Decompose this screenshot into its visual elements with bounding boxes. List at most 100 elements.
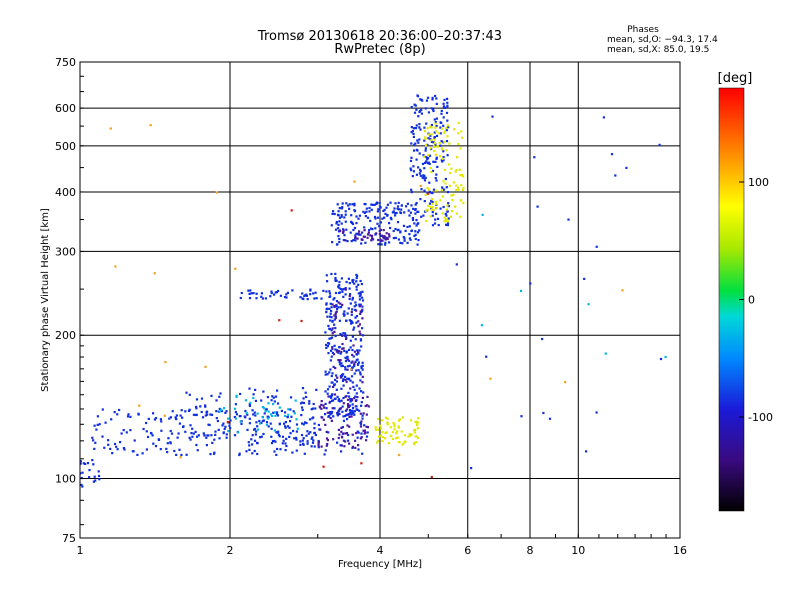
- data-point: [301, 422, 304, 425]
- data-point: [94, 441, 97, 444]
- data-point: [435, 97, 438, 100]
- data-point: [341, 347, 344, 350]
- data-point: [413, 143, 416, 146]
- data-point: [383, 208, 386, 211]
- data-point: [352, 328, 355, 331]
- data-point: [347, 413, 350, 416]
- data-point: [413, 234, 416, 237]
- data-point: [341, 303, 344, 306]
- data-point: [317, 444, 320, 447]
- data-point: [312, 292, 315, 295]
- data-point: [424, 147, 427, 150]
- data-point: [443, 216, 446, 219]
- data-point: [109, 127, 112, 130]
- data-point: [109, 447, 112, 450]
- data-point: [248, 292, 251, 295]
- data-point: [160, 420, 163, 423]
- data-point: [602, 116, 605, 119]
- data-point: [325, 437, 329, 440]
- data-point: [411, 217, 414, 220]
- data-point: [420, 188, 423, 191]
- data-point: [265, 423, 268, 426]
- data-point: [445, 214, 448, 217]
- data-point: [159, 448, 162, 451]
- data-point: [263, 407, 266, 410]
- data-point: [301, 297, 304, 300]
- data-point: [349, 387, 352, 390]
- data-point: [346, 413, 349, 416]
- data-point: [430, 199, 433, 203]
- data-point: [215, 417, 218, 420]
- data-point: [361, 417, 364, 420]
- data-point: [435, 117, 438, 120]
- data-point: [439, 126, 442, 129]
- data-point: [286, 416, 289, 419]
- data-point: [351, 381, 354, 384]
- data-point: [179, 414, 182, 417]
- data-point: [412, 165, 415, 168]
- data-point: [325, 346, 328, 349]
- data-point: [289, 396, 293, 399]
- data-point: [344, 395, 347, 398]
- data-point: [340, 207, 344, 210]
- data-point: [299, 402, 303, 405]
- data-point: [374, 428, 377, 431]
- data-point: [324, 449, 327, 452]
- data-point: [337, 235, 340, 238]
- data-point: [436, 145, 439, 148]
- data-point: [346, 398, 350, 401]
- data-point: [289, 420, 292, 423]
- data-point: [341, 202, 344, 205]
- data-point: [346, 424, 349, 427]
- data-point: [313, 297, 316, 300]
- data-point: [441, 157, 444, 160]
- data-point: [421, 176, 424, 179]
- data-point: [432, 188, 436, 191]
- data-point: [343, 349, 346, 352]
- data-point: [187, 409, 191, 412]
- data-point: [225, 433, 228, 436]
- data-point: [434, 122, 437, 125]
- data-point: [342, 295, 345, 298]
- data-point: [312, 416, 315, 419]
- data-point: [334, 276, 337, 280]
- data-point: [440, 109, 443, 112]
- data-point: [430, 107, 433, 110]
- data-point: [338, 286, 341, 289]
- data-point: [424, 144, 428, 147]
- data-point: [350, 413, 353, 416]
- data-point: [138, 404, 141, 407]
- data-point: [480, 324, 483, 327]
- data-point: [413, 222, 416, 225]
- data-point: [416, 421, 419, 424]
- data-point: [430, 123, 433, 127]
- data-point: [93, 475, 96, 478]
- data-point: [352, 228, 355, 232]
- data-point: [359, 333, 362, 336]
- data-point: [344, 368, 347, 371]
- data-point: [397, 238, 400, 241]
- data-point: [409, 167, 412, 170]
- data-point: [120, 432, 123, 435]
- data-point: [353, 372, 356, 375]
- data-point: [341, 206, 344, 209]
- data-point: [325, 290, 328, 293]
- data-point: [621, 289, 624, 292]
- data-point: [325, 407, 328, 410]
- data-point: [240, 291, 243, 295]
- data-point: [458, 168, 461, 171]
- chart-subtitle: RwPretec (8p): [334, 42, 425, 57]
- data-point: [428, 202, 432, 205]
- chart-title: Tromsø 20130618 20:36:00–20:37:43: [257, 29, 502, 44]
- data-point: [409, 419, 413, 422]
- data-point: [206, 413, 209, 416]
- data-point: [359, 310, 362, 313]
- data-point: [80, 460, 82, 463]
- data-point: [431, 211, 434, 214]
- data-point: [411, 175, 414, 178]
- data-point: [436, 165, 439, 168]
- data-point: [320, 407, 323, 410]
- data-point: [328, 385, 331, 388]
- data-point: [336, 243, 339, 246]
- data-point: [253, 427, 257, 431]
